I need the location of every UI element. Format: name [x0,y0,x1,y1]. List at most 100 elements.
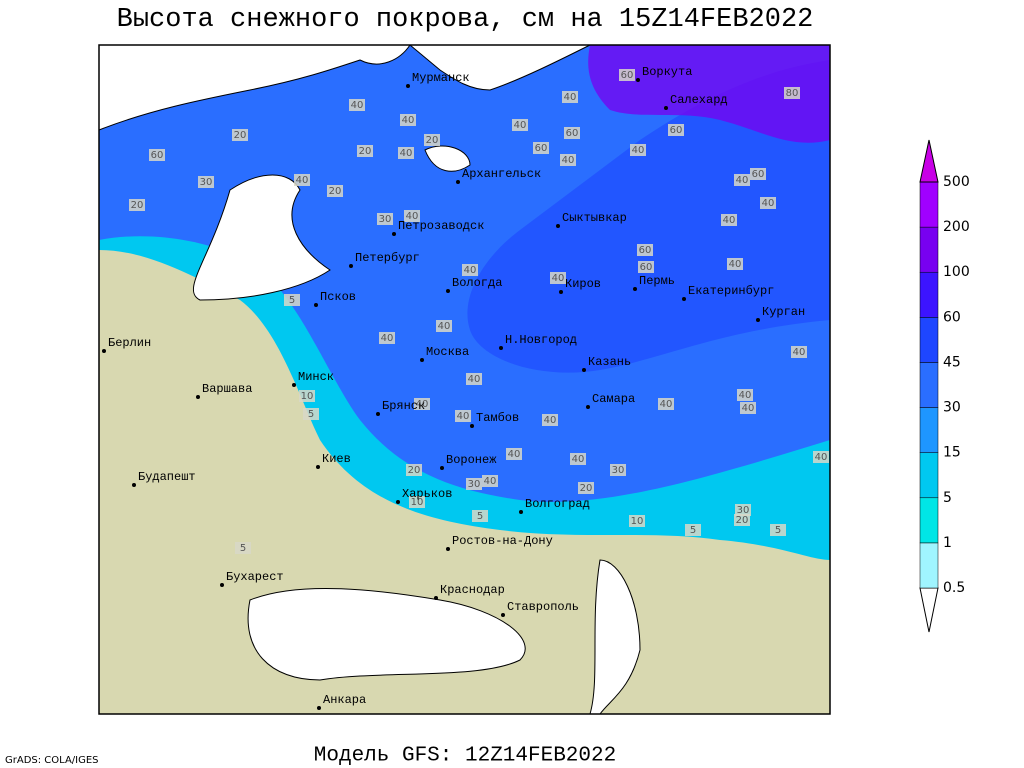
contour-label: 5 [240,543,246,554]
contour-label: 10 [301,391,314,402]
contour-label: 40 [793,347,806,358]
contour-label-bg [299,390,315,402]
legend-label: 200 [943,219,970,235]
city-name: Воронеж [446,453,497,467]
contour-label-bg [637,244,653,256]
city-name: Н.Новгород [505,333,577,347]
model-caption: Модель GFS: 12Z14FEB2022 [314,745,616,768]
contour-label: 30 [379,214,392,225]
contour-label-bg [404,210,420,222]
city-name: Вологда [452,276,502,290]
city-name: Мурманск [412,71,470,85]
city-dot [582,368,586,372]
city-dot [756,318,760,322]
contour-label: 20 [359,146,372,157]
contour-label: 40 [464,265,477,276]
legend-bin [919,542,939,589]
city-name: Екатеринбург [688,284,774,298]
contour-label-bg [512,119,528,131]
contour-label-bg [668,124,684,136]
kara-sea [408,44,591,91]
contour-label: 20 [426,135,439,146]
contour-label-bg [377,213,393,225]
contour-label: 40 [544,415,557,426]
contour-label-bg [721,214,737,226]
contour-label: 20 [580,483,593,494]
city-dot [446,289,450,293]
city-name: Псков [320,290,356,304]
legend-label: 60 [943,309,961,325]
city-dot [470,424,474,428]
city-name: Ставрополь [507,600,579,614]
contour-label: 40 [514,120,527,131]
contour-label: 60 [151,150,164,161]
contour-label: 40 [572,454,585,465]
map [98,44,831,715]
city-dot [519,510,523,514]
contour-label: 40 [508,449,521,460]
contour-label-bg [619,69,635,81]
contour-label-bg [436,320,452,332]
contour-label-bg [129,199,145,211]
contour-label-bg [791,346,807,358]
city-dot [196,395,200,399]
very-deep-snow [588,45,830,143]
legend-label: 5 [943,490,952,506]
contour-label: 60 [670,125,683,136]
contour-label: 5 [308,409,314,420]
contour-label-bg [750,168,766,180]
legend-bin [919,181,939,228]
contour-label: 30 [468,479,481,490]
contour-label-bg [578,482,594,494]
city-name: Архангельск [462,167,541,181]
contour-label-bg [610,464,626,476]
contour-label-bg [400,114,416,126]
contour-label-bg [149,149,165,161]
contour-label: 40 [723,215,736,226]
contour-label-bg [235,542,251,554]
city-dot [434,596,438,600]
legend-label: 30 [943,400,961,416]
contour-label: 40 [552,273,565,284]
contour-label: 20 [329,186,342,197]
city-dot [446,547,450,551]
legend-label: 15 [943,445,961,461]
contour-label-bg [734,174,750,186]
contour-label: 40 [381,333,394,344]
contour-label: 40 [457,411,470,422]
city-name: Сыктывкар [562,211,627,225]
contour-label: 40 [739,390,752,401]
city-dot [220,583,224,587]
city-name: Петрозаводск [398,219,484,233]
contour-label: 40 [742,403,755,414]
contour-label: 40 [438,321,451,332]
contour-label: 40 [416,399,429,410]
contour-label-bg [550,272,566,284]
city-dot [349,264,353,268]
contour-label: 40 [815,452,828,463]
contour-label-bg [327,185,343,197]
city-name: Бухарест [226,570,284,584]
contour-label-bg [294,174,310,186]
legend-label: 500 [943,174,970,190]
city-name: Анкара [323,693,366,707]
contour-label: 30 [612,465,625,476]
city-dot [586,405,590,409]
city-name: Курган [762,305,805,319]
contour-label: 5 [690,525,696,536]
city-dot [392,232,396,236]
contour-label: 40 [562,155,575,166]
contour-label-bg [462,264,478,276]
legend-bin [919,497,939,544]
credit: GrADS: COLA/IGES [5,755,99,766]
city-dot [317,706,321,710]
city-name: Казань [588,355,631,369]
city-dot [406,84,410,88]
city-name: Киров [565,277,601,291]
barents-sea [98,44,411,131]
contour-label: 40 [660,399,673,410]
contour-label: 40 [762,198,775,209]
contour-label-bg [542,414,558,426]
contour-label-bg [506,448,522,460]
